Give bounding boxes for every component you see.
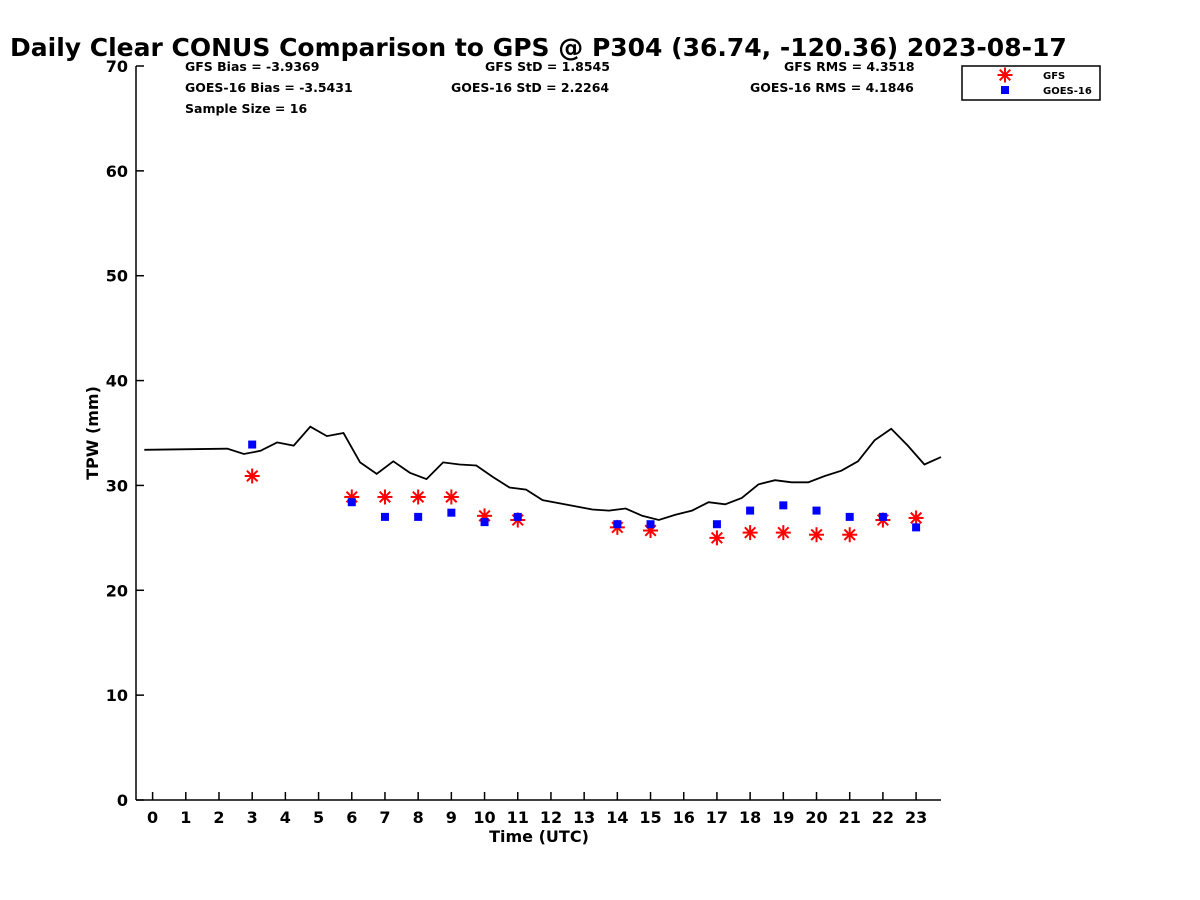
legend-gfs-asterisk [997,67,1013,83]
legend: GFS GOES-16 [961,65,1101,101]
x-tick-label: 17 [706,808,728,827]
gfs-point [908,510,924,526]
sample-size-stat: Sample Size = 16 [185,101,307,116]
goes-16-point [613,520,622,529]
gfs-point [842,527,858,543]
x-tick-label: 9 [446,808,457,827]
goes-16-point [812,506,821,515]
gfs-point [410,489,426,505]
chart-title: Daily Clear CONUS Comparison to GPS @ P3… [10,33,1067,62]
x-tick-label: 5 [313,808,324,827]
y-tick-label: 30 [106,476,128,495]
x-tick-label: 8 [413,808,424,827]
goes-16-point [712,520,721,529]
goes-16-point [878,512,887,521]
x-tick-label: 15 [639,808,661,827]
x-tick-label: 0 [147,808,158,827]
gfs-point [443,489,459,505]
x-tick-label: 14 [606,808,628,827]
goes-16-point [380,512,389,521]
y-axis-label: TPW (mm) [83,386,102,480]
gfs-point [377,489,393,505]
x-tick-label: 12 [540,808,562,827]
goes-std-stat: GOES-16 StD = 2.2264 [451,80,609,95]
gfs-point [775,525,791,541]
x-tick-label: 10 [473,808,495,827]
y-tick-label: 20 [106,581,128,600]
goes-16-point [447,508,456,517]
x-axis-label: Time (UTC) [489,827,589,846]
x-tick-label: 20 [805,808,827,827]
goes-16-point [912,523,921,532]
goes-16-point [746,506,755,515]
legend-box [961,65,1101,101]
x-tick-label: 16 [673,808,695,827]
x-tick-label: 18 [739,808,761,827]
x-tick-label: 13 [573,808,595,827]
legend-gfs-label: GFS [1043,71,1065,82]
y-tick-label: 0 [117,791,128,810]
gfs-point [742,525,758,541]
y-tick-label: 60 [106,162,128,181]
y-tick-label: 50 [106,267,128,286]
goes-16-point [248,440,257,449]
x-tick-label: 23 [905,808,927,827]
gfs-point [809,527,825,543]
y-tick-label: 40 [106,372,128,391]
goes-16-point [480,518,489,527]
x-tick-label: 21 [839,808,861,827]
x-tick-label: 1 [180,808,191,827]
gfs-point [244,468,260,484]
gfs-rms-stat: GFS RMS = 4.3518 [784,59,915,74]
legend-goes-label: GOES-16 [1043,86,1092,97]
legend-goes-square [1001,86,1009,94]
goes-16-point [347,498,356,507]
legend-goes-marker [1001,86,1009,94]
gfs-bias-stat: GFS Bias = -3.9369 [185,59,319,74]
goes-bias-stat: GOES-16 Bias = -3.5431 [185,80,353,95]
x-tick-label: 4 [280,808,291,827]
x-tick-label: 19 [772,808,794,827]
goes-rms-stat: GOES-16 RMS = 4.1846 [750,80,914,95]
x-tick-label: 22 [872,808,894,827]
gps-line [144,425,942,521]
x-tick-label: 11 [507,808,529,827]
goes-16-point [845,512,854,521]
goes-16-point [414,512,423,521]
legend-gfs-marker [997,67,1013,83]
x-tick-label: 7 [379,808,390,827]
x-tick-label: 6 [346,808,357,827]
y-tick-label: 10 [106,686,128,705]
gfs-std-stat: GFS StD = 1.8545 [485,59,610,74]
y-tick-label: 70 [106,57,128,76]
goes-16-point [513,512,522,521]
goes-16-point [646,520,655,529]
x-tick-label: 3 [247,808,258,827]
x-tick-label: 2 [213,808,224,827]
goes-16-point [779,501,788,510]
gfs-point [709,530,725,546]
